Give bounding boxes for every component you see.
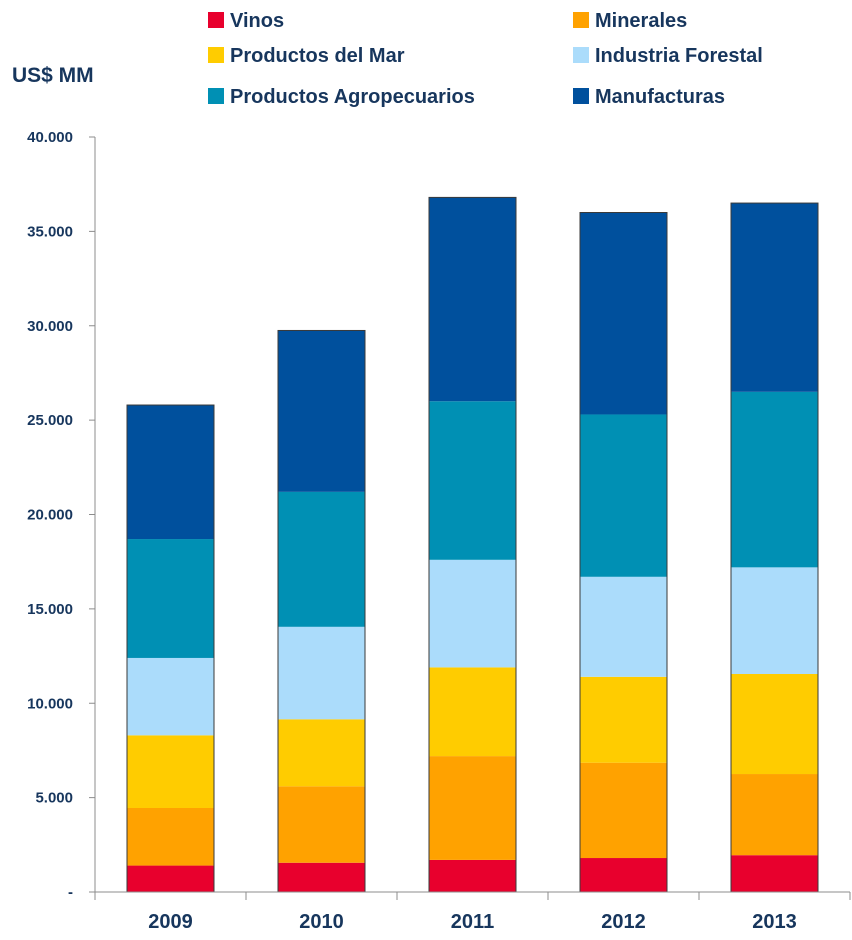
x-tick-label: 2011 <box>451 911 494 933</box>
y-tick-label: 35.000 <box>27 223 73 240</box>
y-tick-label: 10.000 <box>27 695 73 712</box>
legend-item: Industria Forestal <box>573 45 763 67</box>
bar-segment <box>127 405 214 540</box>
x-axis-ticks: 2009 2010 2011 2012 2013 <box>94 892 851 933</box>
legend-label: Productos Agropecuarios <box>230 86 475 108</box>
y-tick-label: 40.000 <box>27 129 73 146</box>
bar-segment <box>429 859 516 892</box>
bar-segment <box>278 719 365 787</box>
y-tick-label: - <box>68 884 73 901</box>
legend-item: Minerales <box>573 10 687 32</box>
bar-stack-2009 <box>126 404 215 893</box>
legend-swatch <box>208 12 224 28</box>
bar-segment <box>127 865 214 892</box>
bar-segment <box>580 676 667 763</box>
bar-segment <box>278 786 365 863</box>
legend-swatch <box>208 47 224 63</box>
y-axis-ticks: - 5.000 10.000 15.000 20.000 25.000 30.000 35.0… <box>27 129 95 901</box>
x-tick-label: 2013 <box>752 911 797 933</box>
x-tick-label: 2012 <box>601 911 646 933</box>
bar-segment <box>731 203 818 392</box>
bar-segment <box>429 401 516 560</box>
y-axis-label: US$ MM <box>12 64 94 87</box>
legend-item: Manufacturas <box>573 86 725 108</box>
x-tick-label: 2010 <box>299 911 344 933</box>
legend-label: Industria Forestal <box>595 45 763 67</box>
bar-segment <box>580 576 667 677</box>
bar-segment <box>429 559 516 668</box>
legend-label: Minerales <box>595 10 687 32</box>
bar-segment <box>278 330 365 492</box>
bar-segment <box>429 667 516 757</box>
bar-segment <box>278 626 365 720</box>
legend-label: Productos del Mar <box>230 45 405 67</box>
bar-segment <box>580 858 667 892</box>
y-tick-label: 20.000 <box>27 507 73 524</box>
bar-segment <box>127 735 214 809</box>
bar-stack-2011 <box>428 196 517 893</box>
bar-segment <box>580 762 667 859</box>
bar-segment <box>429 197 516 402</box>
bar-segment <box>580 212 667 415</box>
legend-item: Productos del Mar <box>208 45 405 67</box>
bar-segment <box>731 855 818 892</box>
bar-segment <box>731 673 818 775</box>
y-tick-label: 25.000 <box>27 412 73 429</box>
bar-stack-2013 <box>730 202 819 893</box>
bar-segment <box>127 808 214 866</box>
legend-swatch <box>573 47 589 63</box>
bar-segment <box>429 756 516 860</box>
bar-segment <box>127 539 214 658</box>
y-tick-label: 15.000 <box>27 601 73 618</box>
bar-segment <box>731 391 818 568</box>
legend-swatch <box>208 88 224 104</box>
bar-segment <box>278 491 365 627</box>
bar-segment <box>731 774 818 856</box>
y-tick-label: 5.000 <box>35 790 73 807</box>
bar-segment <box>580 414 667 577</box>
legend-label: Manufacturas <box>595 86 725 108</box>
bar-segment <box>278 862 365 892</box>
x-tick-label: 2009 <box>148 911 193 933</box>
bar-stack-2012 <box>579 212 668 893</box>
legend-swatch <box>573 12 589 28</box>
bar-segment <box>731 567 818 674</box>
legend-item: Vinos <box>208 10 284 32</box>
bar-segment <box>127 657 214 736</box>
legend: Vinos Minerales Productos del Mar Industria… <box>208 10 763 108</box>
bar-stack-2010 <box>277 329 366 893</box>
legend-swatch <box>573 88 589 104</box>
legend-item: Productos Agropecuarios <box>208 86 475 108</box>
bars <box>126 196 819 893</box>
legend-label: Vinos <box>230 10 284 32</box>
y-tick-label: 30.000 <box>27 318 73 335</box>
